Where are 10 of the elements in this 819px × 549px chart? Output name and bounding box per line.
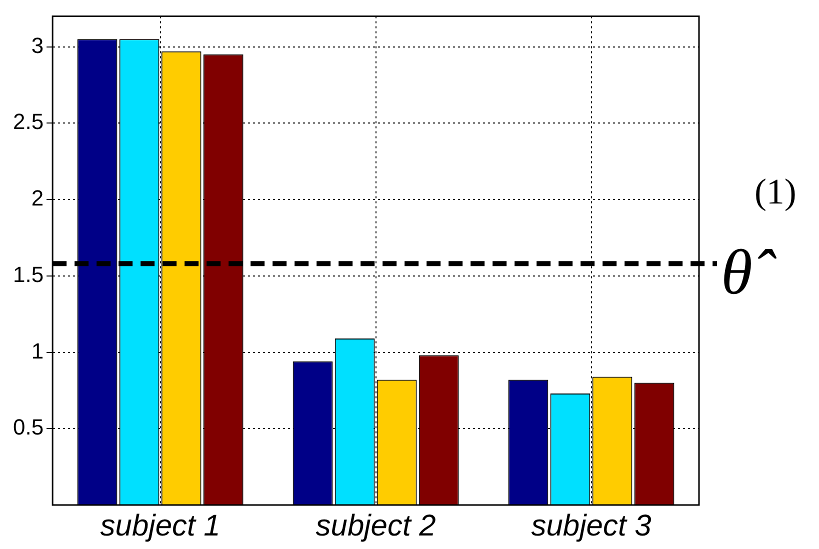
x-tick-label: subject 1: [100, 509, 220, 542]
y-tick-label: 2: [31, 186, 44, 211]
y-tick-label: 0.5: [12, 414, 44, 440]
y-tick-label: 2.5: [12, 109, 44, 134]
y-tick-label: 1.5: [12, 262, 44, 287]
y-tick-label: 3: [31, 32, 44, 58]
ref-line-label: θ̂(1): [721, 172, 796, 308]
y-tick-label: 1: [31, 338, 44, 364]
x-tick-label: subject 3: [531, 509, 652, 542]
x-tick-label: subject 2: [316, 509, 436, 542]
